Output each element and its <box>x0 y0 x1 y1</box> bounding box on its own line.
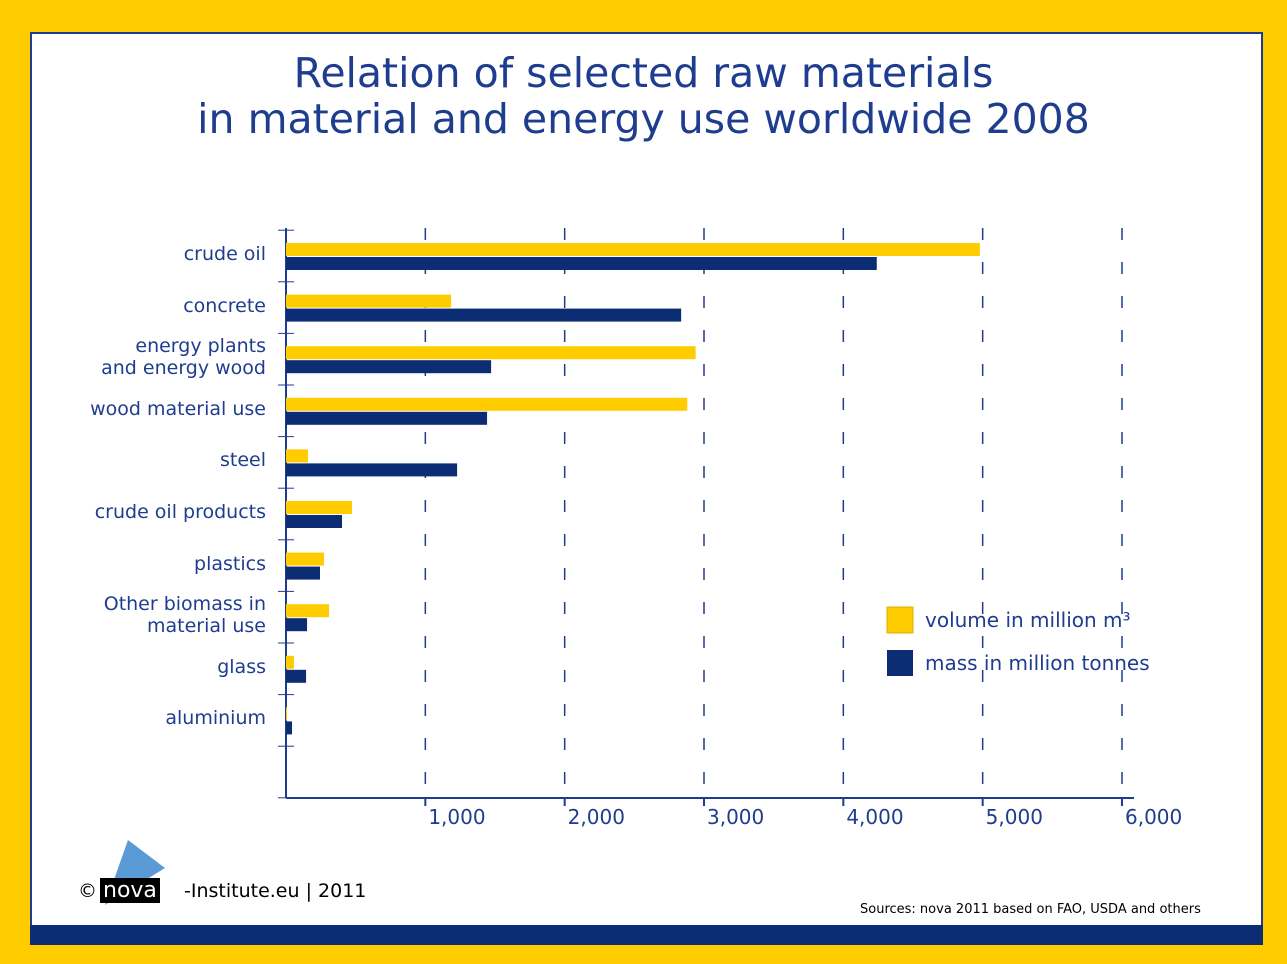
chart-title: Relation of selected raw materials in ma… <box>197 49 1090 143</box>
category-label: crude oil products <box>94 501 266 523</box>
legend-label: mass in million tonnes <box>925 651 1150 675</box>
category-label: crude oil <box>183 243 266 265</box>
category-label: aluminium <box>165 707 266 730</box>
x-tick-label: 5,000 <box>985 805 1043 829</box>
bar <box>286 669 307 683</box>
category-label: wood material use <box>90 397 266 420</box>
bar <box>286 397 688 411</box>
bar <box>286 257 877 270</box>
x-tick-label: 2,000 <box>567 805 625 829</box>
bar <box>286 346 696 360</box>
legend-swatch <box>887 650 913 676</box>
bar <box>286 655 294 669</box>
logo-text: nova <box>100 878 160 903</box>
source: Sources: nova 2011 based on FAO, USDA an… <box>860 902 1201 917</box>
bar <box>286 294 452 308</box>
bar <box>286 463 458 477</box>
credit: -Institute.eu | 2011 <box>184 880 367 902</box>
category-label: energy plants and energy wood <box>101 335 266 380</box>
bar <box>286 707 287 721</box>
credit-prefix: © <box>78 880 97 902</box>
frame <box>30 32 1263 944</box>
bar <box>286 618 308 632</box>
category-label: steel <box>219 449 266 472</box>
category-label: concrete <box>183 294 266 317</box>
x-tick-label: 4,000 <box>846 805 904 829</box>
category-label: glass <box>217 655 266 678</box>
legend-swatch <box>886 606 914 634</box>
bar <box>286 566 320 580</box>
bar <box>286 721 292 735</box>
bar <box>286 604 330 618</box>
bar <box>286 243 980 256</box>
x-tick-label: 1,000 <box>428 805 486 829</box>
category-label: Other biomass in material use <box>103 593 266 638</box>
legend-label: volume in million m³ <box>925 608 1131 632</box>
bar <box>286 552 325 566</box>
bar <box>286 411 488 425</box>
category-label: plastics <box>194 552 266 575</box>
bar <box>286 515 343 528</box>
bar <box>286 308 682 322</box>
bottom-band <box>30 925 1263 945</box>
bar <box>286 360 492 374</box>
bar <box>286 449 309 463</box>
x-tick-label: 6,000 <box>1125 805 1183 829</box>
bar <box>286 501 353 514</box>
x-tick-label: 3,000 <box>707 805 765 829</box>
